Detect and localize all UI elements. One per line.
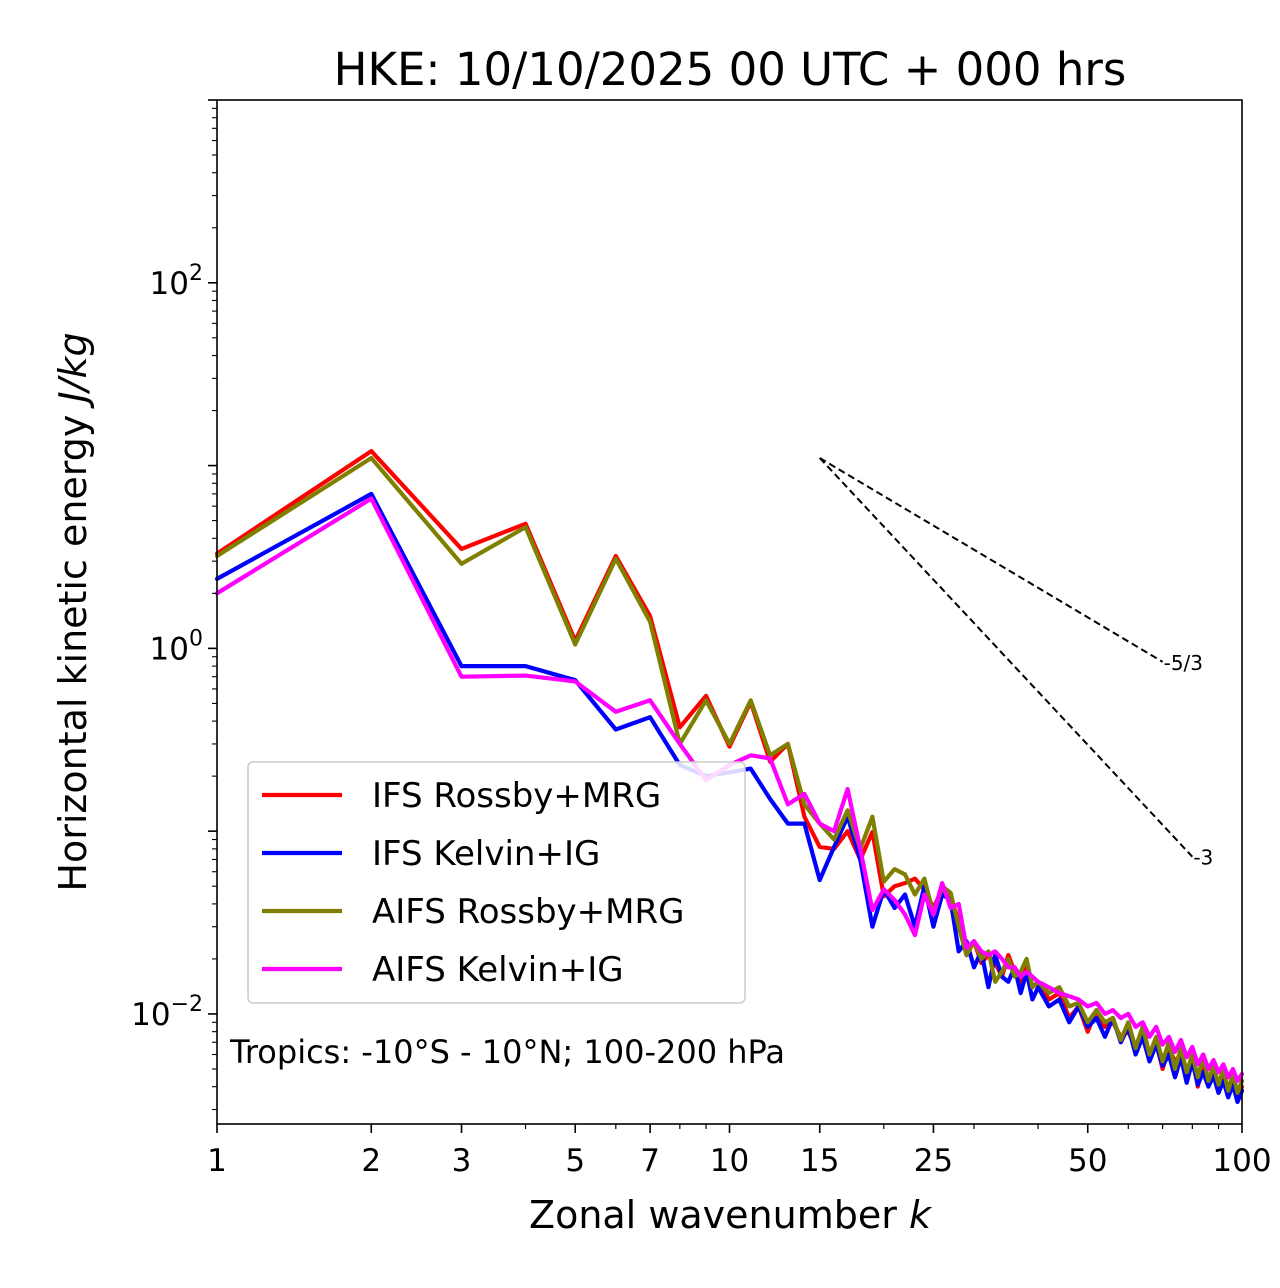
x-tick-label: 5 (565, 1143, 585, 1179)
x-axis-label-text: Zonal wavenumber (529, 1193, 897, 1237)
slope-label-2: -3 (1193, 846, 1213, 870)
legend: IFS Rossby+MRG IFS Kelvin+IG AIFS Rossby+M… (247, 761, 746, 1004)
x-tick-label: 1 (207, 1143, 227, 1179)
x-tick-label: 50 (1068, 1143, 1107, 1179)
y-tick-label: 102 (150, 261, 203, 302)
x-tick-label: 2 (361, 1143, 381, 1179)
x-tick-label: 3 (452, 1143, 472, 1179)
x-tick-label: 25 (914, 1143, 953, 1179)
chart-title: HKE: 10/10/2025 00 UTC + 000 hrs (334, 43, 1127, 96)
series-line-ifs-kelvin-ig (214, 491, 1245, 1105)
slope-label-1: -5/3 (1164, 651, 1203, 675)
x-axis-label-var: k (909, 1193, 933, 1237)
x-axis-label: Zonal wavenumber k (529, 1193, 933, 1237)
legend-label: IFS Rossby+MRG (372, 776, 661, 816)
legend-label: AIFS Kelvin+IG (372, 950, 624, 990)
x-tick-label: 100 (1212, 1143, 1271, 1179)
region-annotation: Tropics: -10°S - 10°N; 100-200 hPa (229, 1033, 785, 1071)
x-tick-label: 10 (710, 1143, 749, 1179)
series-lines (214, 449, 1245, 1105)
y-axis-label: Horizontal kinetic energy J/kg (51, 332, 95, 891)
y-axis-label-text: Horizontal kinetic energy (51, 415, 95, 892)
reference-slopes: -5/3 -3 (819, 457, 1213, 870)
y-tick-label: 100 (150, 626, 203, 667)
series-line-aifs-kelvin-ig (214, 496, 1245, 1084)
slope-line-1 (819, 457, 1164, 663)
x-tick-label: 15 (800, 1143, 839, 1179)
x-tick-label: 7 (640, 1143, 660, 1179)
slope-line-2 (819, 457, 1194, 858)
legend-box (247, 761, 746, 1004)
y-axis-label-unit: J/kg (51, 332, 95, 409)
legend-label: AIFS Rossby+MRG (372, 892, 684, 932)
axis-ticks: 1 2 3 5 7 10 15 25 50 100 10−2 100 102 (131, 99, 1272, 1179)
plot-frame (216, 99, 1243, 1125)
legend-label: IFS Kelvin+IG (372, 834, 600, 874)
y-tick-label: 10−2 (131, 992, 203, 1033)
